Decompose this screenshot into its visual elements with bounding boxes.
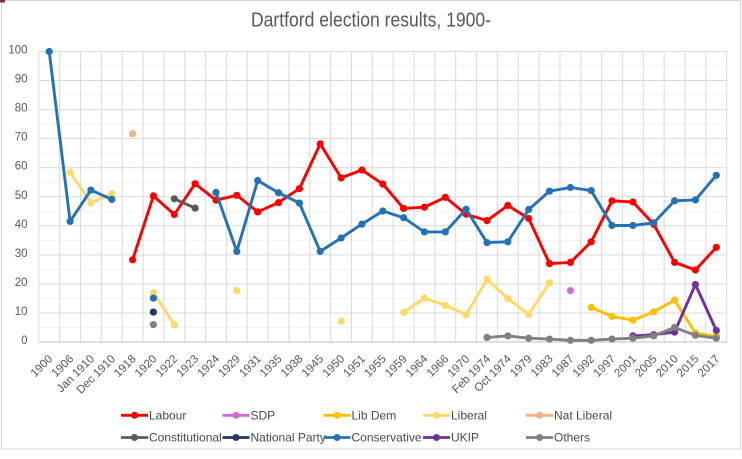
svg-text:Liberal: Liberal	[451, 409, 487, 423]
svg-text:30: 30	[15, 248, 28, 260]
svg-text:70: 70	[15, 132, 28, 144]
svg-text:Others: Others	[554, 431, 590, 445]
svg-text:Lib Dem: Lib Dem	[352, 409, 397, 423]
svg-text:Labour: Labour	[149, 409, 186, 423]
svg-text:SDP: SDP	[251, 409, 276, 423]
svg-text:UKIP: UKIP	[451, 431, 479, 445]
svg-text:0: 0	[21, 335, 27, 347]
svg-text:National Party: National Party	[251, 431, 326, 445]
svg-text:80: 80	[15, 103, 28, 115]
svg-text:Conservative: Conservative	[352, 431, 422, 445]
svg-text:100: 100	[8, 45, 27, 57]
svg-text:50: 50	[15, 190, 28, 202]
svg-text:60: 60	[15, 161, 28, 173]
svg-text:Dartford election results, 190: Dartford election results, 1900-	[251, 10, 491, 32]
svg-text:Nat Liberal: Nat Liberal	[554, 409, 612, 423]
svg-text:40: 40	[15, 219, 28, 231]
svg-text:20: 20	[15, 277, 28, 289]
svg-text:10: 10	[15, 306, 28, 318]
svg-text:Constitutional: Constitutional	[149, 431, 222, 445]
svg-text:90: 90	[15, 74, 28, 86]
